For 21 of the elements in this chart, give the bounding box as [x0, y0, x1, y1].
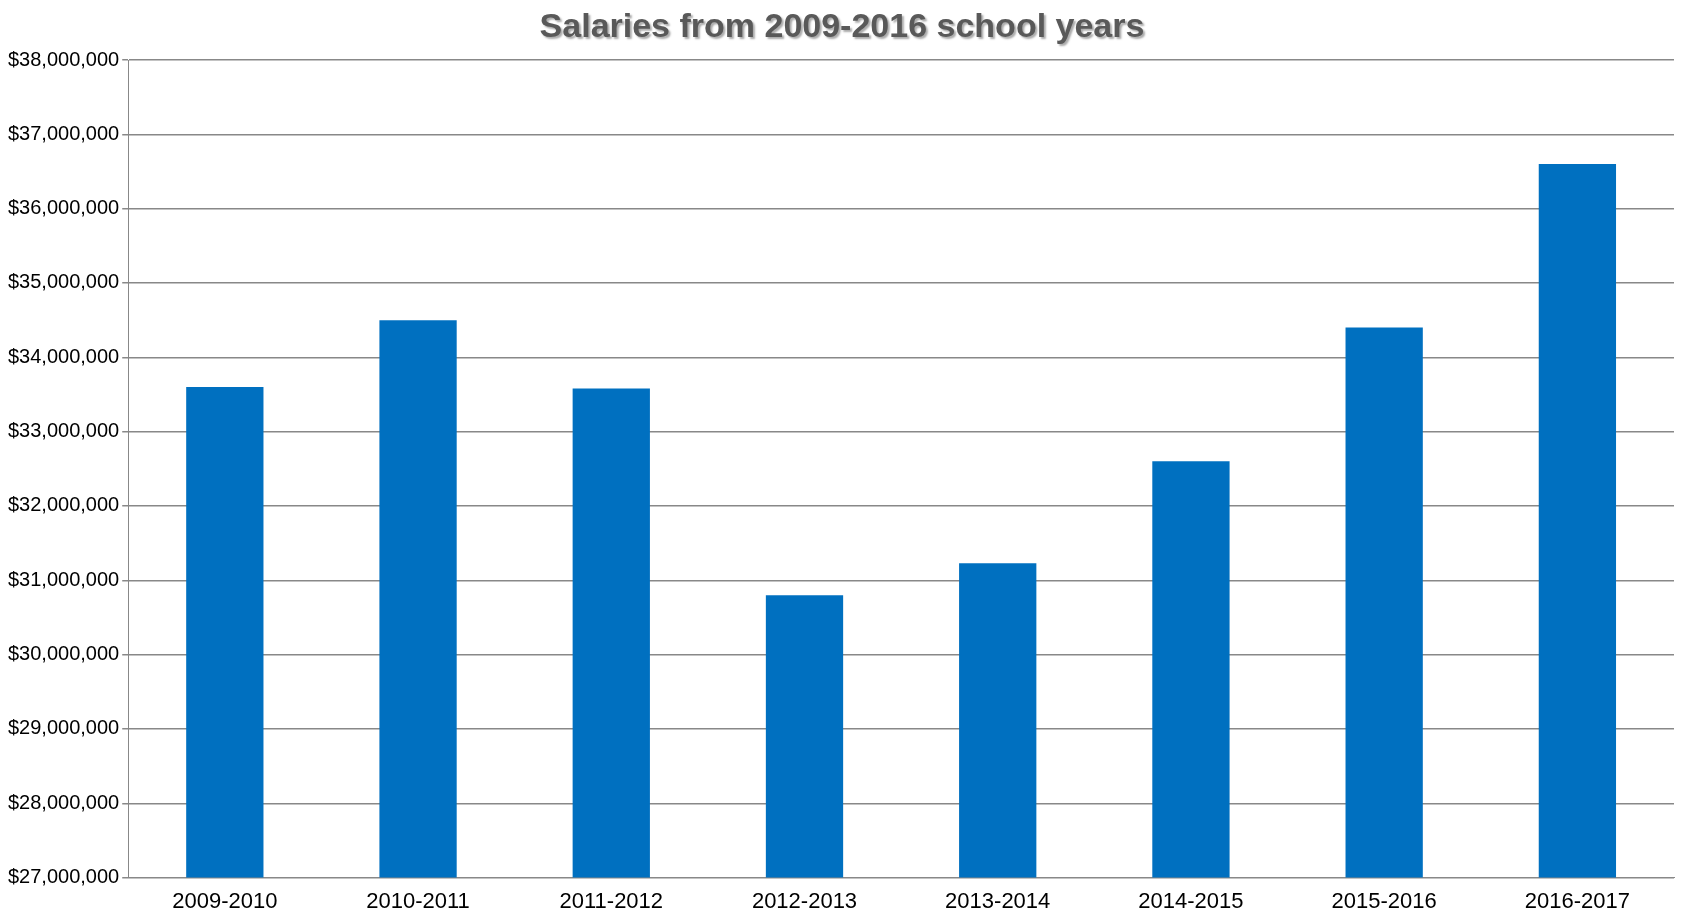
y-tick-label: $36,000,000 — [7, 196, 120, 219]
y-tick-label: $27,000,000 — [7, 865, 120, 888]
y-tick-label: $28,000,000 — [7, 790, 120, 813]
y-tick-label: $37,000,000 — [7, 121, 120, 144]
x-tick-label: 2014-2015 — [1138, 887, 1244, 913]
y-tick-label: $38,000,000 — [7, 47, 120, 70]
chart-title: Salaries from 2009-2016 school years — [538, 6, 1146, 45]
x-tick-label: 2013-2014 — [945, 887, 1051, 913]
y-tick-label: $34,000,000 — [7, 344, 120, 367]
x-tick-label: 2012-2013 — [751, 887, 858, 913]
y-tick-label: $32,000,000 — [7, 493, 120, 516]
x-tick-label: 2009-2010 — [172, 887, 278, 913]
y-tick-label: $33,000,000 — [7, 419, 120, 442]
y-tick-label: $30,000,000 — [7, 642, 120, 665]
x-tick-label: 2015-2016 — [1331, 887, 1437, 913]
x-tick-label: 2010-2011 — [366, 887, 470, 913]
y-tick-label: $29,000,000 — [7, 716, 120, 739]
y-tick-label: $31,000,000 — [7, 567, 120, 590]
y-tick-label: $35,000,000 — [7, 270, 120, 293]
x-tick-label: 2011-2012 — [559, 887, 664, 913]
x-tick-label: 2016-2017 — [1524, 887, 1630, 913]
